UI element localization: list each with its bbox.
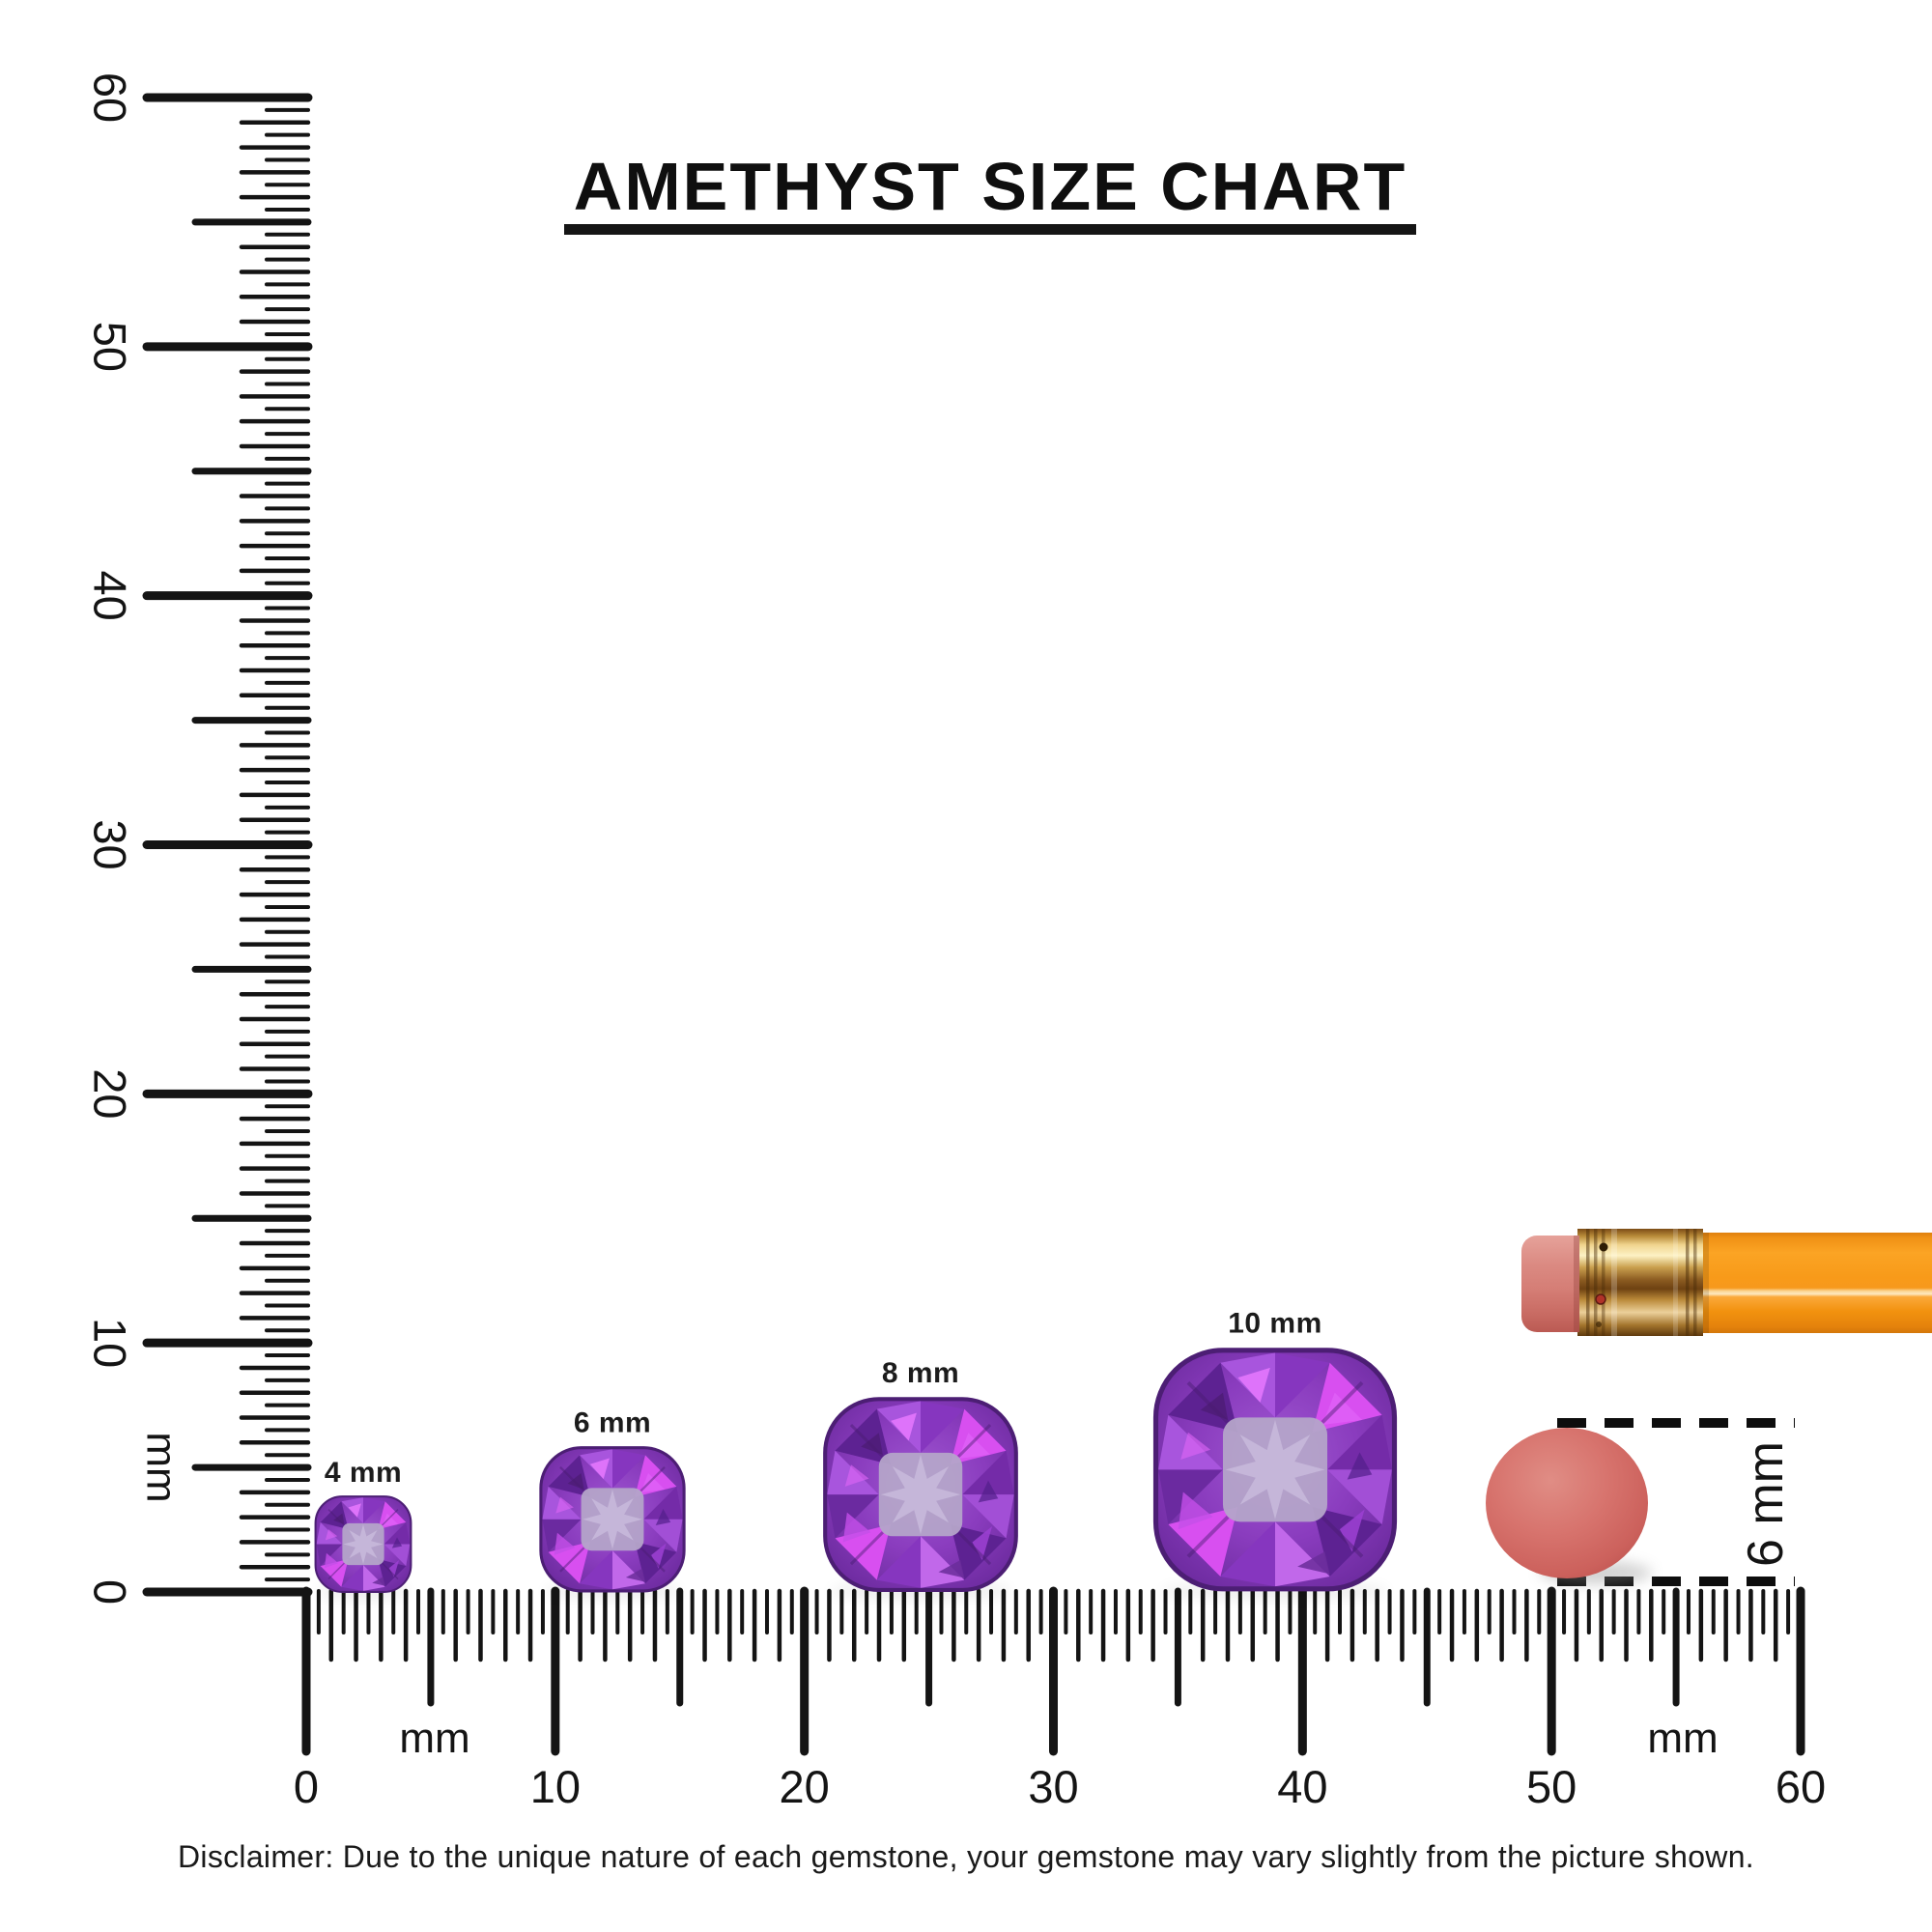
ferrule-groove (1594, 1229, 1598, 1336)
gem-illustration (314, 1495, 412, 1593)
ferrule-highlight (1611, 1229, 1617, 1336)
v-ruler-number: 10 (85, 1318, 136, 1368)
ferrule-groove (1693, 1229, 1697, 1336)
round-eraser-circle (1486, 1428, 1648, 1578)
round-eraser (1486, 1428, 1652, 1584)
gem-8mm: 8 mm (825, 1357, 1016, 1599)
eraser-measurement: 6 mm (1557, 1418, 1795, 1586)
v-ruler-number: 0 (85, 1579, 136, 1605)
ferrule-groove (1586, 1229, 1590, 1336)
h-ruler-number: 10 (530, 1761, 581, 1812)
pencil-eraser-edge-shade (1574, 1236, 1579, 1332)
h-ruler-number: 20 (780, 1761, 830, 1812)
pencil-body-edge-shade (1702, 1233, 1709, 1333)
h-ruler-number: 30 (1028, 1761, 1078, 1812)
ferrule-groove (1686, 1229, 1690, 1336)
h-ruler-number: 60 (1776, 1761, 1826, 1812)
gem-6mm: 6 mm (539, 1407, 686, 1599)
horizontal-ruler-unit-left: mm (399, 1715, 469, 1762)
h-ruler-number: 50 (1526, 1761, 1577, 1812)
gem-illustration (539, 1446, 686, 1593)
pencil-ferrule (1577, 1229, 1703, 1336)
ferrule-crimp-dot (1599, 1242, 1608, 1252)
gem-illustration (1155, 1350, 1394, 1589)
gem-10mm: 10 mm (1155, 1308, 1394, 1599)
title-wrap: AMETHYST SIZE CHART (362, 153, 1618, 235)
v-ruler-number: 60 (85, 72, 136, 123)
h-ruler-number: 0 (294, 1761, 319, 1812)
ferrule-highlight (1673, 1229, 1678, 1336)
v-ruler-number: 30 (85, 819, 136, 869)
v-ruler-number: 40 (85, 571, 136, 621)
gem-size-label: 4 mm (325, 1457, 402, 1489)
ferrule-groove (1602, 1229, 1605, 1336)
v-ruler-number: 20 (85, 1068, 136, 1119)
ferrule-crimp-dot (1596, 1321, 1602, 1327)
pencil-body (1702, 1233, 1932, 1333)
gem-size-label: 10 mm (1228, 1308, 1322, 1340)
h-ruler-number: 40 (1277, 1761, 1327, 1812)
ferrule-crimp-dot-red (1595, 1293, 1606, 1305)
gem-illustration (825, 1399, 1016, 1590)
pencil (1521, 1229, 1932, 1336)
page-title: AMETHYST SIZE CHART (563, 153, 1417, 235)
gem-4mm: 4 mm (314, 1457, 412, 1599)
gems: 4 mm 6 mm 8 mm 10 mm (314, 1308, 1395, 1599)
disclaimer: Disclaimer: Due to the unique nature of … (178, 1839, 1754, 1874)
gem-size-label: 8 mm (882, 1357, 959, 1389)
pencil-eraser (1521, 1236, 1579, 1332)
horizontal-ruler-unit-right: mm (1647, 1715, 1718, 1762)
vertical-ruler: 0 10 20 30 40 50 60 (85, 72, 313, 1605)
vertical-ruler-unit: mm (138, 1432, 185, 1502)
horizontal-ruler: 0 10 20 30 40 50 60 (294, 1586, 1826, 1812)
v-ruler-number: 50 (85, 322, 136, 372)
eraser-measure-label: 6 mm (1738, 1441, 1794, 1567)
gem-size-label: 6 mm (574, 1407, 651, 1439)
